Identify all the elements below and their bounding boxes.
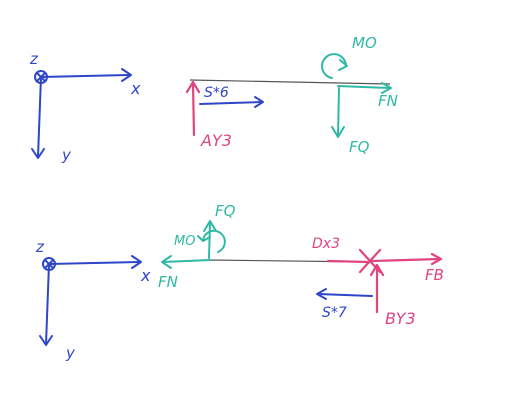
bottom-axis-y-label: y: [65, 344, 76, 362]
bottom-force-b-label: FB: [425, 266, 444, 284]
top-normal-force-arrow-line: [337, 85, 391, 89]
top-axis-y-label: y: [61, 146, 72, 164]
top-normal-force-arrowhead-icon: [381, 82, 392, 94]
bottom-point-label: Dx3: [312, 236, 340, 252]
bottom-beam-segment-highlight: [326, 259, 370, 264]
bottom-y-axis-arrowhead-icon: [39, 335, 53, 346]
bottom-distance-arrowhead-icon: [316, 288, 327, 300]
top-moment-symbol: [321, 53, 348, 79]
bottom-shear-force-arrow-line: [208, 221, 211, 259]
bottom-support-reaction-label: BY3: [385, 309, 416, 328]
bottom-x-axis-line: [48, 261, 141, 265]
bottom-moment-label: MO: [174, 234, 195, 249]
top-x-axis-arrowhead-icon: [121, 68, 132, 82]
bottom-distributed-length-label: S*7: [322, 305, 347, 321]
bottom-shear-force-label: FQ: [215, 202, 236, 220]
bottom-by-arrowhead-icon: [369, 263, 385, 277]
top-beam-line: [189, 79, 391, 85]
top-ay-arrow-shaft: [191, 81, 196, 137]
bottom-force-b-arrow-line: [370, 257, 442, 263]
bottom-normal-force-arrow-line: [162, 259, 211, 263]
bottom-distance-arrow-line: [317, 293, 373, 297]
top-moment-arrowhead-icon: [338, 59, 348, 71]
top-support-reaction-label: AY3: [200, 131, 232, 150]
bottom-shear-force-arrowhead-icon: [203, 220, 217, 232]
bottom-moment-arrowhead-icon: [197, 235, 211, 242]
top-moment-arc: [321, 53, 347, 79]
bottom-diagram: z x y FN FQ MO Dx3 FB: [35, 202, 444, 362]
top-y-axis-arrowhead-icon: [31, 148, 45, 159]
top-coordinate-system: z x y: [29, 50, 141, 164]
bottom-coordinate-system: z x y: [35, 238, 151, 362]
top-axis-z-label: z: [29, 50, 39, 68]
bottom-moment-arc: [202, 229, 226, 253]
bottom-axis-x-label: x: [140, 266, 151, 285]
bottom-axis-z-label: z: [35, 238, 45, 256]
top-ay-arrowhead-icon: [185, 80, 201, 94]
top-distance-arrow-line: [199, 101, 263, 105]
bottom-y-axis-line: [45, 263, 50, 345]
top-distance-arrowhead-icon: [254, 96, 264, 108]
bottom-force-b-arrowhead-icon: [430, 252, 443, 266]
top-axis-x-label: x: [130, 79, 141, 98]
top-support-reaction-arrow: [185, 80, 201, 137]
top-shear-force-arrowhead-icon: [331, 126, 345, 138]
bottom-normal-force-arrowhead-icon: [161, 255, 172, 269]
top-distributed-length-label: S*6: [204, 85, 229, 101]
top-shear-force-label: FQ: [349, 138, 370, 156]
top-diagram: z x y AY3 S*6 MO FN: [29, 34, 398, 164]
bottom-x-axis-arrowhead-icon: [131, 255, 142, 269]
top-normal-force-label: FN: [378, 92, 398, 110]
top-x-axis-line: [40, 74, 131, 78]
top-moment-label: MO: [352, 34, 377, 52]
bottom-normal-force-label: FN: [158, 273, 178, 291]
top-shear-force-arrow-line: [337, 87, 340, 137]
top-y-axis-line: [37, 76, 42, 158]
bottom-moment-symbol: [197, 229, 226, 253]
